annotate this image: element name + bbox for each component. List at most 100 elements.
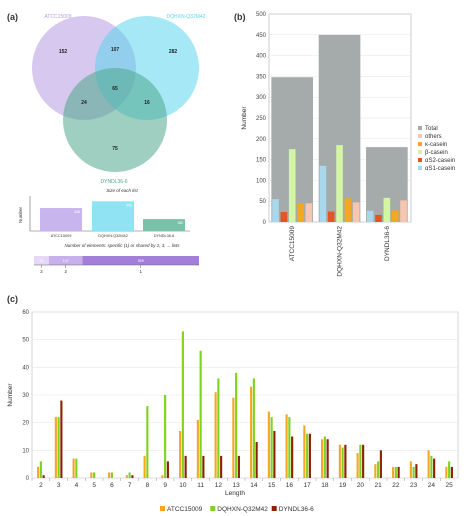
chart-b-legend-label: Total bbox=[425, 126, 438, 132]
chart-b-legend-swatch bbox=[418, 142, 422, 146]
chart-c-bar bbox=[450, 466, 453, 478]
chart-c-bar bbox=[237, 455, 240, 478]
chart-c-bar bbox=[392, 466, 395, 478]
chart-b-bar bbox=[400, 200, 407, 222]
chart-c-bar bbox=[273, 430, 276, 478]
chart-c-bar bbox=[285, 414, 288, 478]
chart-c-bar bbox=[252, 378, 255, 478]
venn-set-label-dqhxn: DQHXN-Q32M42 bbox=[167, 14, 206, 20]
chart-c-x-tick-label: 18 bbox=[321, 482, 329, 489]
chart-c-bar bbox=[143, 455, 146, 478]
chart-c-bar bbox=[214, 392, 217, 478]
chart-b-bar bbox=[319, 165, 327, 222]
chart-c-bar bbox=[181, 331, 184, 478]
chart-c-bar bbox=[184, 455, 187, 478]
chart-c-bar bbox=[326, 439, 329, 478]
chart-b-bar bbox=[297, 203, 304, 222]
chart-c-bar bbox=[217, 378, 220, 478]
chart-c-bar bbox=[57, 417, 60, 478]
chart-b-legend-label: others bbox=[425, 134, 442, 140]
venn-region-only-a: 152 bbox=[59, 49, 68, 55]
chart-c-y-tick-label: 0 bbox=[26, 476, 30, 482]
chart-c-bar bbox=[255, 442, 258, 478]
chart-c-bar bbox=[39, 461, 42, 478]
chart-c-x-tick-label: 8 bbox=[146, 482, 150, 489]
panel-label-b: (b) bbox=[234, 12, 246, 22]
chart-c-bar bbox=[306, 433, 309, 478]
chart-c-bar bbox=[374, 464, 377, 478]
chart-c-x-tick-label: 14 bbox=[250, 482, 258, 489]
casein-bar-chart: 0 50 100 150 200 250 300 350 400 450 500 Number ATCC… bbox=[241, 12, 455, 277]
venn-set-label-atcc: ATCC15009 bbox=[44, 14, 71, 20]
chart-b-bar bbox=[272, 199, 279, 222]
chart-c-bar bbox=[362, 444, 365, 478]
chart-b-legend-label: αS1-casein bbox=[425, 166, 455, 172]
chart-b-y-tick-label: 50 bbox=[259, 199, 266, 205]
chart-b-legend-label: κ-casein bbox=[425, 142, 447, 148]
chart-c-bar bbox=[93, 472, 96, 478]
chart-c-bar bbox=[323, 436, 326, 478]
chart-c-bar bbox=[60, 400, 63, 478]
size-list-title: Size of each list bbox=[106, 188, 138, 193]
chart-c-x-tick-label: 24 bbox=[428, 482, 436, 489]
chart-c-bar bbox=[344, 444, 347, 478]
shared-tick-label: 1 bbox=[140, 269, 143, 274]
chart-c-bar bbox=[164, 395, 167, 478]
chart-c-bar bbox=[108, 472, 111, 478]
chart-c-bar bbox=[232, 397, 235, 478]
chart-b-bar bbox=[375, 214, 382, 222]
chart-c-bar bbox=[303, 425, 306, 478]
chart-c-x-tick-label: 5 bbox=[92, 482, 96, 489]
chart-b-bar bbox=[344, 198, 352, 222]
chart-c-bar bbox=[341, 447, 344, 478]
size-list-bar-label: DYNDL36-6 bbox=[154, 234, 174, 238]
chart-c-bar bbox=[379, 450, 382, 478]
chart-c-legend-label: DQHXN-Q32M42 bbox=[217, 506, 268, 513]
chart-c-bar bbox=[199, 350, 202, 478]
chart-c-bar bbox=[235, 372, 238, 478]
chart-b-bar bbox=[305, 203, 313, 222]
chart-c-x-tick-label: 13 bbox=[233, 482, 241, 489]
size-list-bar-label: DQHXN-Q32M42 bbox=[98, 234, 128, 238]
size-list-bar-label: ATCC15009 bbox=[51, 234, 72, 238]
panel-label-a: (a) bbox=[7, 12, 18, 22]
chart-c-y-tick-label: 20 bbox=[22, 421, 29, 427]
chart-c-bar bbox=[415, 464, 418, 478]
chart-b-legend-swatch bbox=[418, 134, 422, 138]
chart-c-bar bbox=[338, 444, 341, 478]
chart-c-bar bbox=[179, 430, 182, 478]
chart-c-bar bbox=[125, 475, 128, 478]
chart-c-x-tick-label: 23 bbox=[410, 482, 418, 489]
chart-c-bar bbox=[270, 417, 273, 478]
chart-b-y-tick-label: 0 bbox=[263, 220, 267, 226]
chart-c-bar bbox=[146, 406, 149, 478]
shared-segment bbox=[48, 256, 83, 265]
chart-c-x-tick-label: 19 bbox=[339, 482, 347, 489]
size-list-bar bbox=[143, 219, 185, 231]
chart-b-y-tick-label: 500 bbox=[256, 12, 267, 18]
chart-c-y-tick-label: 30 bbox=[22, 393, 29, 399]
chart-b-category-label: DQHXN-Q32M42 bbox=[337, 226, 344, 277]
chart-c-bar bbox=[250, 386, 253, 478]
chart-b-bar bbox=[288, 149, 296, 222]
chart-c-x-tick-label: 21 bbox=[375, 482, 383, 489]
panel-label-c: (c) bbox=[7, 294, 18, 304]
chart-c-bar bbox=[433, 458, 436, 478]
chart-c-bar bbox=[110, 472, 113, 478]
chart-c-legend-swatch bbox=[210, 506, 216, 511]
chart-c-bar bbox=[356, 453, 359, 478]
chart-b-legend-label: β-casein bbox=[425, 150, 448, 156]
chart-c-x-tick-label: 22 bbox=[392, 482, 400, 489]
chart-c-bar bbox=[166, 461, 169, 478]
size-list-bar-value: 450 bbox=[126, 203, 132, 207]
chart-b-bar bbox=[336, 145, 343, 222]
chart-c-bar bbox=[397, 466, 400, 478]
chart-b-y-tick-label: 200 bbox=[256, 137, 267, 143]
size-list-bar-value: 180 bbox=[177, 221, 183, 225]
size-list-bar bbox=[40, 208, 82, 231]
venn-region-ac: 24 bbox=[81, 100, 87, 106]
chart-c-bar bbox=[128, 472, 131, 478]
chart-c-legend-label: DYNDL36-6 bbox=[279, 506, 314, 513]
chart-b-legend-swatch bbox=[418, 126, 422, 130]
shared-segment-value: 147 bbox=[63, 259, 69, 263]
